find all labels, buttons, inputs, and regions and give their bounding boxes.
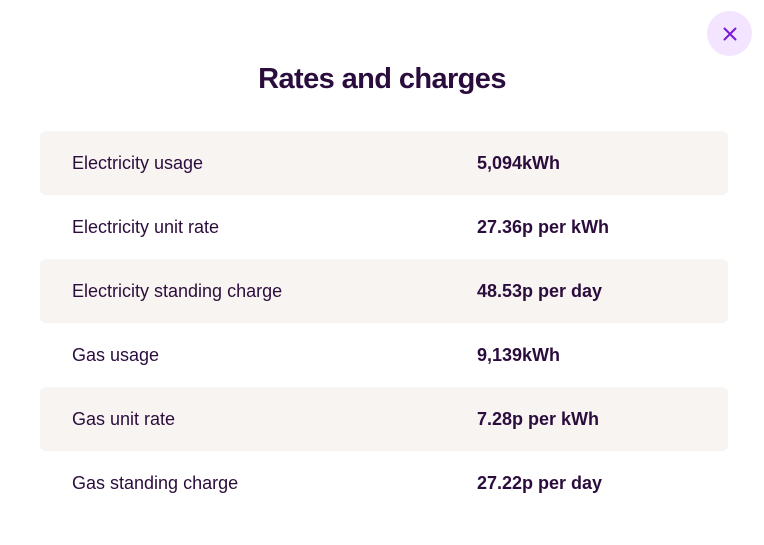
rate-value: 27.22p per day: [477, 472, 603, 493]
rate-row-electricity-unit-rate: Electricity unit rate 27.36p per kWh: [40, 195, 728, 259]
rate-label: Electricity usage: [72, 152, 204, 173]
rate-row-gas-standing-charge: Gas standing charge 27.22p per day: [40, 451, 728, 515]
rate-label: Electricity unit rate: [72, 216, 220, 237]
rate-value: 9,139kWh: [477, 344, 561, 365]
rate-label: Gas usage: [72, 344, 160, 365]
rates-table: Electricity usage 5,094kWh Electricity u…: [40, 131, 728, 515]
rate-label: Gas unit rate: [72, 408, 176, 429]
rate-value: 27.36p per kWh: [477, 216, 610, 237]
rate-label: Electricity standing charge: [72, 280, 283, 301]
rate-row-electricity-usage: Electricity usage 5,094kWh: [40, 131, 728, 195]
rate-value: 5,094kWh: [477, 152, 561, 173]
close-button[interactable]: [707, 11, 752, 56]
rate-value: 48.53p per day: [477, 280, 603, 301]
rate-row-gas-unit-rate: Gas unit rate 7.28p per kWh: [40, 387, 728, 451]
rate-value: 7.28p per kWh: [477, 408, 600, 429]
modal-title: Rates and charges: [258, 63, 506, 95]
rate-label: Gas standing charge: [72, 472, 239, 493]
rate-row-gas-usage: Gas usage 9,139kWh: [40, 323, 728, 387]
close-icon: [723, 27, 736, 40]
rate-row-electricity-standing-charge: Electricity standing charge 48.53p per d…: [40, 259, 728, 323]
